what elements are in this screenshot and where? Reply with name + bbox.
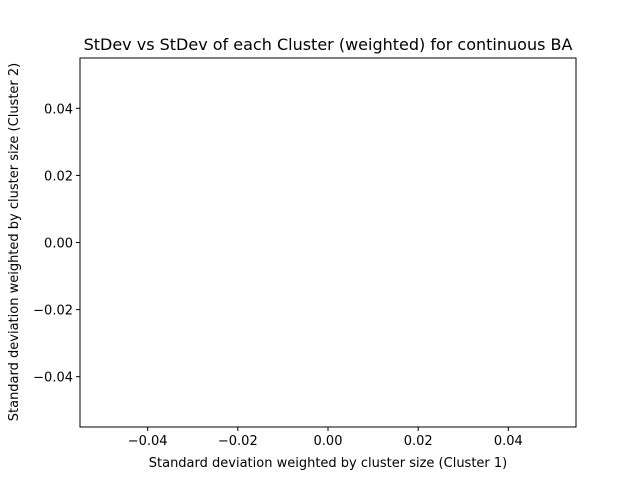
x-axis-label: Standard deviation weighted by cluster s… (149, 456, 508, 471)
chart-title: StDev vs StDev of each Cluster (weighted… (84, 35, 573, 54)
y-axis-label: Standard deviation weighted by cluster s… (7, 63, 22, 422)
x-tick-label: 0.00 (314, 434, 343, 449)
y-tick-label: −0.04 (33, 371, 73, 386)
x-axis-ticks: −0.04 −0.02 0.00 0.02 0.04 (128, 427, 523, 449)
y-tick-label: 0.04 (44, 102, 73, 117)
y-axis-ticks: −0.04 −0.02 0.00 0.02 0.04 (33, 102, 80, 386)
x-tick-label: 0.02 (404, 434, 433, 449)
x-tick-label: 0.04 (494, 434, 523, 449)
y-tick-label: 0.00 (44, 237, 73, 252)
x-tick-label: −0.02 (218, 434, 258, 449)
x-tick-label: −0.04 (128, 434, 168, 449)
y-tick-label: −0.02 (33, 304, 73, 319)
y-tick-label: 0.02 (44, 169, 73, 184)
plot-area-frame (79, 57, 577, 428)
